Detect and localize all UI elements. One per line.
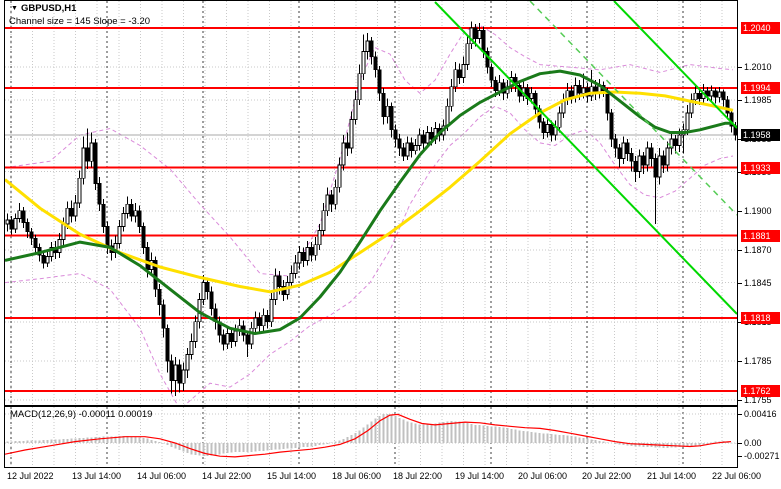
grid-price-label: 1.1755 bbox=[744, 395, 772, 406]
sr-price-badge: 1.2040 bbox=[741, 22, 780, 34]
time-label: 18 Jul 22:00 bbox=[393, 471, 443, 481]
price-tick bbox=[738, 138, 742, 140]
price-tick bbox=[738, 210, 742, 212]
sr-price-badge: 1.1762 bbox=[741, 385, 780, 397]
time-label: 20 Jul 06:00 bbox=[518, 471, 568, 481]
macd-tick bbox=[738, 456, 742, 457]
yellow-ma-line bbox=[5, 90, 734, 294]
macd-scale-label: 0.00 bbox=[744, 438, 762, 448]
time-label: 14 Jul 22:00 bbox=[202, 471, 252, 481]
macd-label: MACD(12,26,9) -0.00011 0.00019 bbox=[10, 409, 153, 420]
price-tick bbox=[738, 171, 742, 173]
price-tick bbox=[738, 400, 742, 402]
price-tick bbox=[738, 99, 742, 101]
green-ma-line bbox=[5, 69, 733, 335]
main-chart-panel[interactable]: ▼ GBPUSD,H1 Channel size = 145 Slope = -… bbox=[4, 0, 738, 406]
time-axis[interactable]: 12 Jul 2022 13 Jul 14:00 14 Jul 06:00 14 Ju… bbox=[4, 469, 781, 489]
sr-price-badge: 1.1933 bbox=[741, 161, 780, 174]
price-tick bbox=[738, 360, 742, 362]
time-label: 18 Jul 06:00 bbox=[332, 471, 382, 481]
macd-chart-canvas[interactable] bbox=[5, 407, 737, 467]
macd-scale-label: 0.00416 bbox=[744, 409, 777, 419]
grid-price-label: 1.1785 bbox=[744, 355, 772, 366]
time-label: 13 Jul 14:00 bbox=[72, 471, 122, 481]
macd-signal-value: 0.00019 bbox=[118, 409, 153, 420]
symbol-dropdown-icon[interactable]: ▼ bbox=[11, 5, 18, 12]
time-label: 15 Jul 14:00 bbox=[267, 471, 317, 481]
macd-value: -0.00011 bbox=[78, 409, 116, 420]
time-label: 14 Jul 06:00 bbox=[137, 471, 187, 481]
time-label: 22 Jul 06:00 bbox=[712, 471, 762, 481]
price-tick bbox=[738, 321, 742, 323]
macd-tick bbox=[738, 414, 742, 415]
price-tick bbox=[738, 67, 742, 69]
grid-price-label: 1.2010 bbox=[744, 62, 772, 73]
grid-price-label: 1.1985 bbox=[744, 94, 772, 105]
macd-scale-label: -0.00271 bbox=[744, 451, 780, 461]
macd-indicator-panel[interactable]: MACD(12,26,9) -0.00011 0.00019 bbox=[4, 406, 738, 468]
time-label: 19 Jul 14:00 bbox=[455, 471, 505, 481]
chart-title[interactable]: ▼ GBPUSD,H1 bbox=[11, 3, 76, 14]
time-label: 21 Jul 14:00 bbox=[647, 471, 697, 481]
macd-tick bbox=[738, 443, 742, 444]
sr-price-badge: 1.1881 bbox=[741, 229, 780, 242]
symbol-period-label: GBPUSD,H1 bbox=[20, 3, 77, 14]
current-price-badge: 1.1958 bbox=[741, 129, 780, 142]
price-tick bbox=[738, 282, 742, 284]
sr-price-badge: 1.1994 bbox=[741, 82, 780, 95]
price-scale[interactable]: 1.20101.19851.19551.19301.19001.18701.18… bbox=[738, 0, 781, 468]
grid-price-label: 1.1870 bbox=[744, 244, 772, 255]
time-label: 20 Jul 22:00 bbox=[582, 471, 632, 481]
sr-price-badge: 1.1818 bbox=[741, 311, 780, 324]
time-label: 12 Jul 2022 bbox=[7, 471, 54, 481]
price-chart-canvas[interactable] bbox=[5, 1, 737, 405]
price-tick bbox=[738, 249, 742, 251]
grid-price-label: 1.1900 bbox=[744, 205, 772, 216]
grid-price-label: 1.1845 bbox=[744, 277, 772, 288]
channel-info-label: Channel size = 145 Slope = -3.20 bbox=[9, 16, 151, 27]
macd-signal-line bbox=[5, 413, 732, 458]
